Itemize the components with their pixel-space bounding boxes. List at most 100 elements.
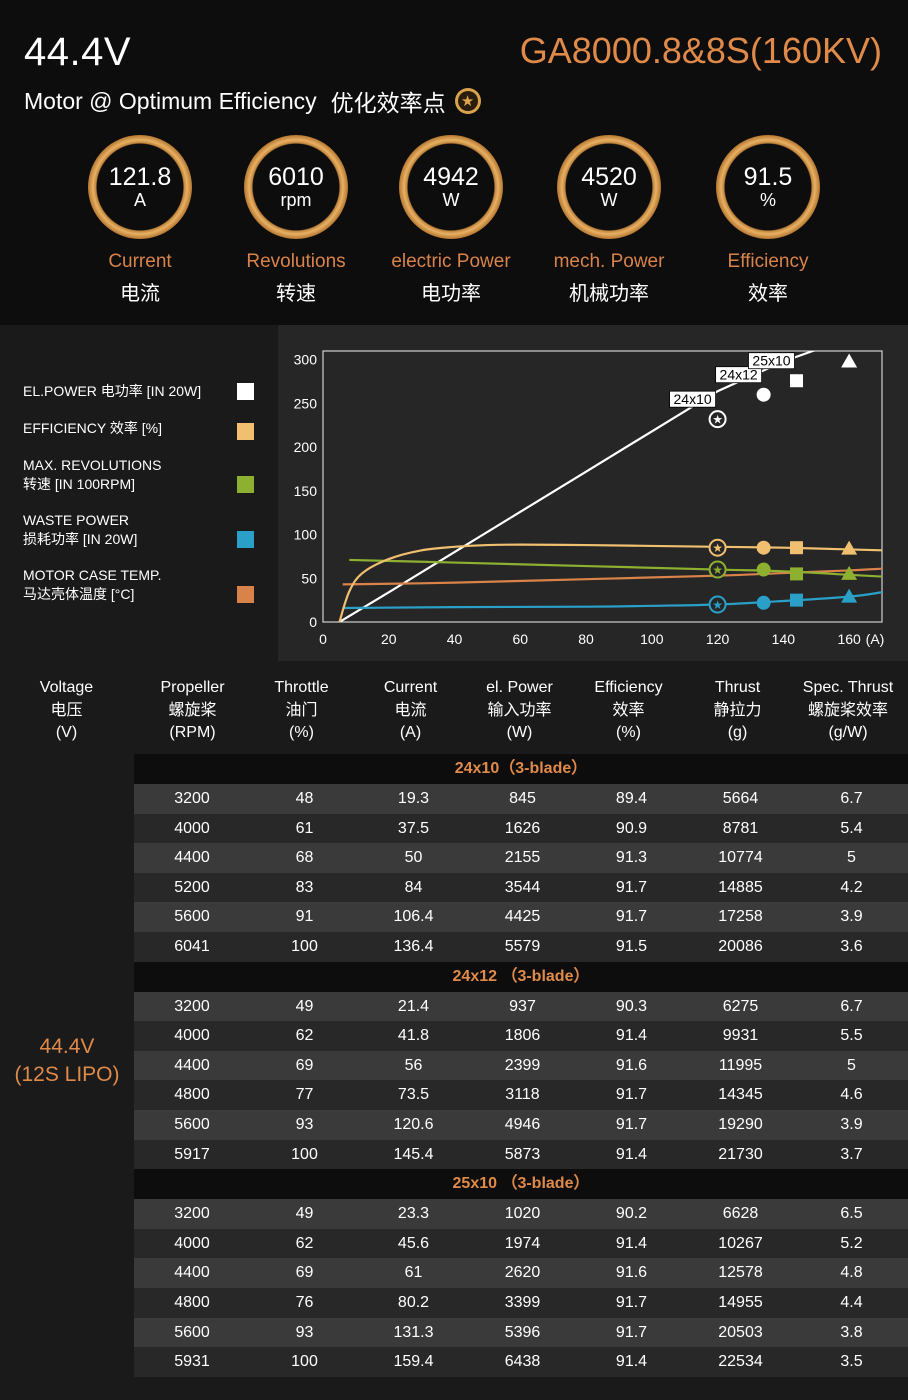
metric-value: 91.5 — [743, 163, 793, 191]
table-cell: 77 — [295, 1086, 314, 1104]
series-line-3 — [342, 591, 882, 610]
table-row: 5600 93 120.6 4946 91.7 19290 3.9 — [134, 1109, 908, 1140]
subtitle-en: Motor @ Optimum Efficiency — [24, 87, 317, 114]
table-cell: 91.4 — [615, 1234, 648, 1252]
table-cell: 4946 — [504, 1115, 541, 1133]
y-tick-label: 100 — [294, 527, 318, 543]
table-cell: 2155 — [504, 849, 541, 867]
table-cell: 5579 — [504, 937, 541, 955]
header-line-en: Voltage — [39, 679, 94, 696]
table-cell: 145.4 — [393, 1145, 434, 1163]
metric-ring: 6010 rpm — [244, 135, 348, 239]
table-cell: 20086 — [718, 937, 763, 955]
legend-label: EL.POWER 电功率 [IN 20W] — [23, 383, 202, 399]
star-icon: ★ — [454, 88, 481, 114]
header-line-en: Current — [383, 679, 438, 696]
table-cell: 6.5 — [840, 1205, 863, 1223]
x-tick-label: 80 — [578, 631, 594, 647]
x-tick-label: 60 — [513, 631, 529, 647]
table-cell: 8781 — [722, 819, 759, 837]
marker-star-icon: ★ — [712, 598, 723, 612]
table-cell: 5873 — [504, 1145, 541, 1163]
header-line-zh: 效率 — [612, 701, 645, 719]
table-cell: 5396 — [504, 1323, 541, 1341]
table-cell: 6438 — [504, 1353, 541, 1371]
table-cell: 76 — [295, 1293, 314, 1311]
table-row: 6041 100 136.4 5579 91.5 20086 3.6 — [134, 931, 908, 962]
metric-ring: 4942 W — [399, 135, 503, 239]
header-line-zh: 油门 — [285, 701, 318, 719]
table-cell: 61 — [404, 1264, 423, 1282]
table-cell: 120.6 — [393, 1115, 434, 1133]
marker-ring — [708, 560, 727, 579]
table-cell: 93 — [295, 1115, 314, 1133]
legend-swatch — [237, 586, 254, 603]
marker-triangle — [841, 540, 858, 555]
table-body: 24x10（3-blade） 3200 48 19.3 845 89.4 5664 6.7 40… — [134, 754, 908, 1377]
table-cell: 4000 — [174, 1234, 210, 1252]
table-cell: 3.7 — [840, 1145, 863, 1163]
column-header-current: Current 电流 (A) — [356, 677, 465, 745]
column-header-efficiency: Efficiency 效率 (%) — [574, 677, 683, 745]
table-cell: 68 — [295, 849, 314, 867]
table-row: 5931 100 159.4 6438 91.4 22534 3.5 — [134, 1347, 908, 1377]
table-cell: 5931 — [174, 1353, 210, 1371]
chart-legend: EL.POWER 电功率 [IN 20W] EFFICIENCY 效率 [%] … — [0, 325, 278, 661]
marker-triangle — [841, 353, 858, 368]
x-tick-label: 20 — [381, 631, 397, 647]
metric-efficiency: 91.5 % Efficiency 效率 — [693, 135, 843, 306]
table-cell: 91.7 — [615, 878, 648, 896]
star-glyph: ★ — [457, 91, 478, 111]
table-cell: 3.8 — [840, 1323, 863, 1341]
marker-group-extra — [841, 353, 858, 603]
table-cell: 3200 — [174, 790, 210, 807]
series-line-1 — [338, 543, 882, 622]
header-line-en: el. Power — [486, 679, 553, 696]
marker-label-box — [715, 366, 763, 384]
table-cell: 845 — [509, 790, 536, 807]
header-line-unit: (V) — [55, 724, 78, 741]
metric-label-en: electric Power — [391, 251, 511, 272]
table-cell: 5.5 — [840, 1027, 863, 1045]
table-cell: 5.4 — [840, 819, 863, 837]
column-header-propeller: Propeller 螺旋桨 (RPM) — [138, 677, 247, 745]
table-cell: 4.2 — [840, 878, 863, 896]
marker-ring — [708, 410, 727, 429]
battery-spec: (12S LIPO) — [14, 1063, 120, 1086]
marker-label-box — [669, 390, 716, 408]
table-cell: 90.3 — [615, 997, 648, 1015]
table-cell: 9931 — [722, 1027, 759, 1045]
legend-sublabel: 马达壳体温度 [°C] — [23, 586, 135, 602]
table-cell: 1020 — [504, 1205, 541, 1223]
x-tick-label: 160 — [837, 631, 861, 647]
metric-current: 121.8 A Current 电流 — [65, 135, 215, 306]
table-cell: 1806 — [504, 1027, 541, 1045]
marker-group-25x10: 25x10 — [748, 352, 804, 607]
y-tick-label: 250 — [294, 395, 318, 411]
legend-sublabel: 损耗功率 [IN 20W] — [23, 531, 138, 547]
table-cell: 4400 — [174, 1264, 210, 1282]
table-row: 4400 69 61 2620 91.6 12578 4.8 — [134, 1258, 908, 1288]
table-cell: 91.7 — [615, 1293, 648, 1311]
table-cell: 49 — [295, 1205, 314, 1223]
series-line-2 — [349, 558, 882, 578]
column-header-spec-thrust: Spec. Thrust 螺旋桨效率 (g/W) — [792, 677, 904, 745]
table-cell: 91.7 — [615, 1115, 648, 1133]
table-cell: 4400 — [174, 1056, 210, 1074]
table-cell: 91.3 — [615, 849, 648, 867]
marker-ring — [708, 595, 727, 614]
table-cell: 3.6 — [840, 937, 863, 955]
table-cell: 131.3 — [393, 1323, 434, 1341]
table-cell: 1974 — [504, 1234, 541, 1252]
metric-value: 4520 — [581, 163, 637, 191]
x-unit-label: (A) — [866, 631, 885, 647]
legend-item-revolutions: MAX. REVOLUTIONS 转速 [IN 100RPM] — [23, 456, 263, 494]
table-row: 3200 49 23.3 1020 90.2 6628 6.5 — [134, 1199, 908, 1229]
marker-label: 25x10 — [752, 353, 790, 369]
performance-table: Voltage 电压 (V) Propeller 螺旋桨 (RPM) Throt… — [0, 661, 908, 1400]
table-cell: 12578 — [718, 1264, 763, 1282]
marker-square — [790, 541, 804, 555]
table-cell: 50 — [404, 849, 423, 867]
legend-sublabel: 转速 [IN 100RPM] — [23, 476, 136, 492]
motor-model: GA8000.8&8S(160KV) — [519, 30, 882, 71]
